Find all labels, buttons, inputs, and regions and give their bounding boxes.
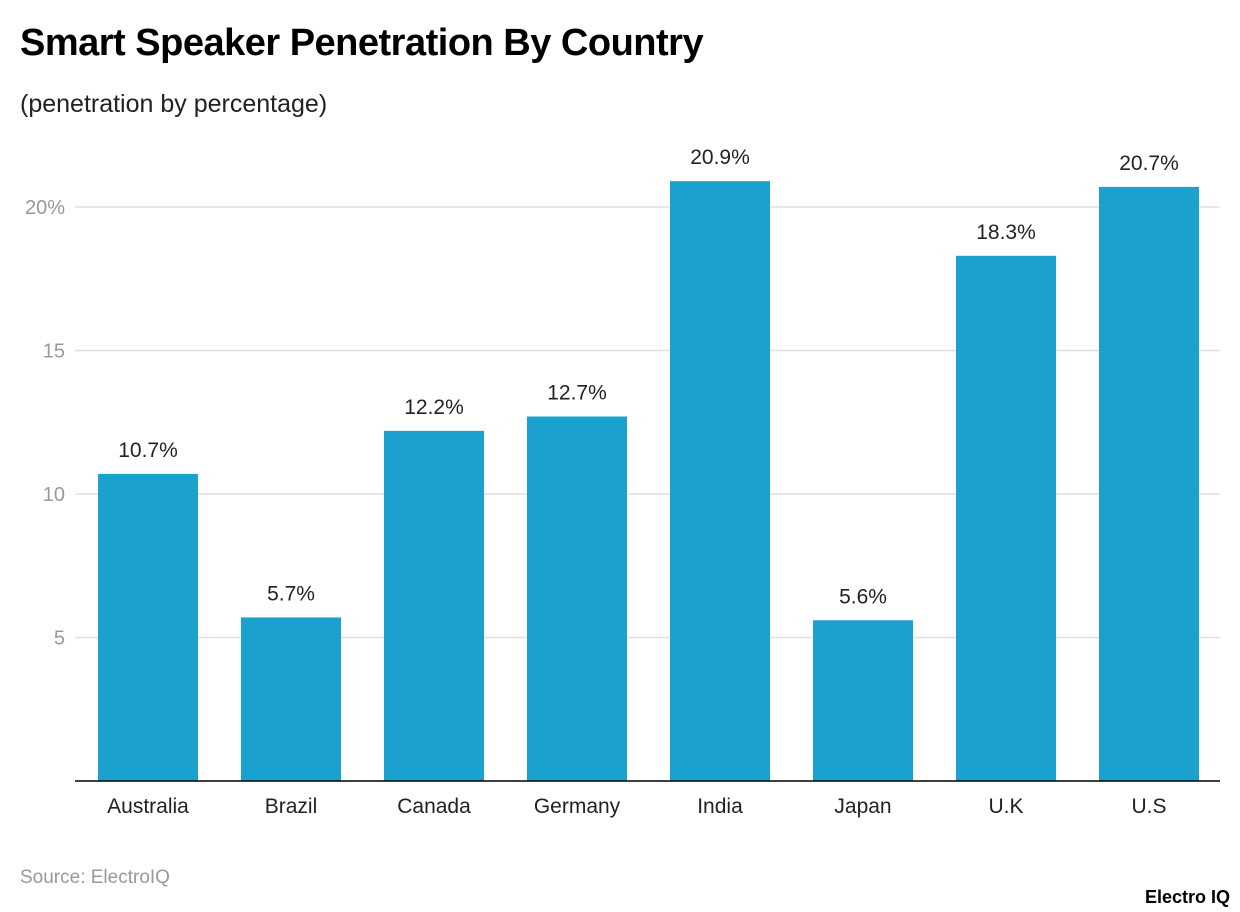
x-tick-label: Australia [107,795,189,818]
x-tick-label: U.K [988,795,1023,818]
data-label: 20.7% [1119,152,1179,175]
x-tick-label: India [697,795,743,818]
data-label: 10.7% [118,439,178,462]
bar-japan [813,620,913,781]
bar-germany [527,416,627,781]
electroiq-logo: Electro IQ [1144,887,1230,907]
data-label: 5.6% [839,585,887,608]
data-label: 20.9% [690,146,750,169]
x-tick-label: Brazil [265,795,318,818]
source-note: Source: ElectroIQ [20,867,170,888]
bar-india [670,181,770,782]
y-tick-label: 5 [54,628,65,650]
chart-title: Smart Speaker Penetration By Country [20,22,704,64]
bar-brazil [241,617,341,781]
data-label: 12.2% [404,396,464,419]
x-tick-label: Germany [534,795,621,818]
y-tick-label: 10 [43,484,65,506]
x-tick-label: Canada [397,795,471,818]
y-tick-label: 20% [25,197,65,219]
bar-canada [384,430,484,781]
x-tick-label: U.S [1131,795,1166,818]
y-tick-label: 15 [43,341,65,363]
data-label: 5.7% [267,582,315,605]
bar-us [1099,186,1199,781]
bar-australia [98,473,198,781]
chart-subtitle: (penetration by percentage) [20,90,328,118]
data-label: 12.7% [547,382,607,405]
x-tick-label: Japan [834,795,891,818]
bar-uk [956,255,1056,782]
data-label: 18.3% [976,221,1036,244]
